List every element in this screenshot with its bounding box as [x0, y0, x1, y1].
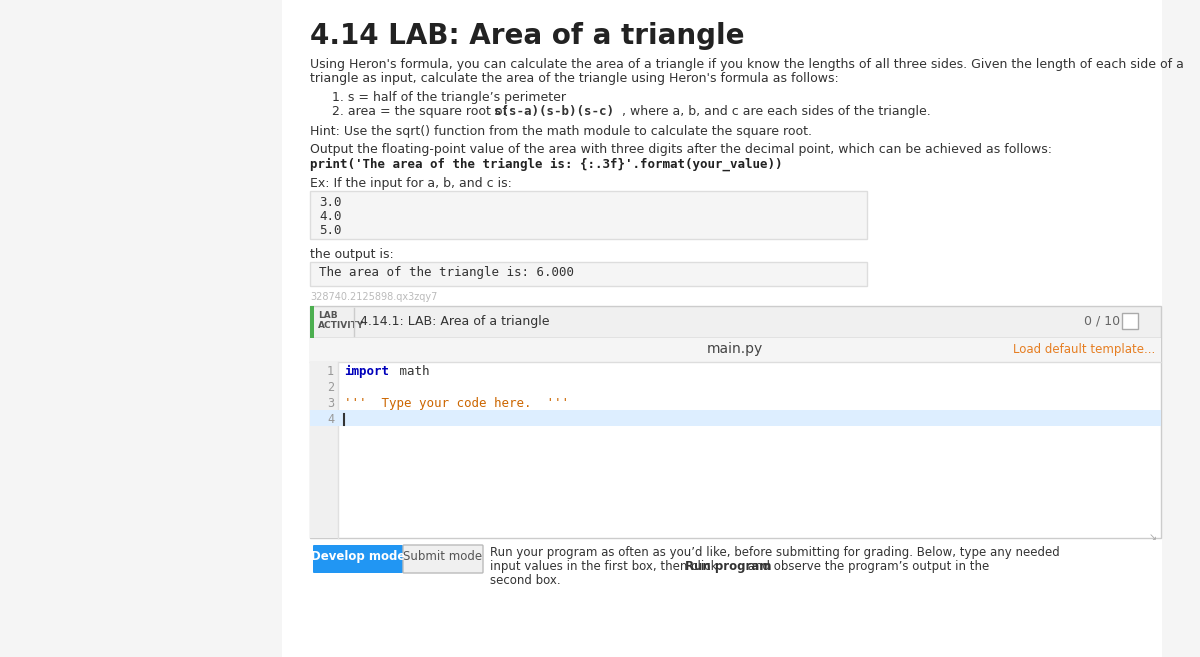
Text: Ex: If the input for a, b, and c is:: Ex: If the input for a, b, and c is: [310, 177, 512, 190]
Text: 3: 3 [326, 397, 334, 410]
Text: Using Heron's formula, you can calculate the area of a triangle if you know the : Using Heron's formula, you can calculate… [310, 58, 1184, 71]
Text: 2. area = the square root of: 2. area = the square root of [332, 105, 511, 118]
Text: Hint: Use the sqrt() function from the math module to calculate the square root.: Hint: Use the sqrt() function from the m… [310, 125, 812, 138]
Text: Run program: Run program [685, 560, 772, 573]
FancyBboxPatch shape [310, 362, 338, 538]
Text: second box.: second box. [490, 574, 560, 587]
FancyBboxPatch shape [310, 338, 1162, 362]
Text: 328740.2125898.qx3zqy7: 328740.2125898.qx3zqy7 [310, 292, 437, 302]
FancyBboxPatch shape [310, 306, 1162, 338]
Text: , where a, b, and c are each sides of the triangle.: , where a, b, and c are each sides of th… [622, 105, 931, 118]
Text: import: import [344, 365, 389, 378]
FancyBboxPatch shape [313, 545, 403, 573]
Text: math: math [392, 365, 430, 378]
Text: 2: 2 [326, 381, 334, 394]
Text: and observe the program’s output in the: and observe the program’s output in the [744, 560, 989, 573]
Text: ↘: ↘ [1148, 532, 1157, 542]
Text: main.py: main.py [707, 342, 763, 356]
Text: print('The area of the triangle is: {:.3f}'.format(your_value)): print('The area of the triangle is: {:.3… [310, 158, 782, 171]
Text: 4.14 LAB: Area of a triangle: 4.14 LAB: Area of a triangle [310, 22, 744, 50]
Text: ACTIVITY: ACTIVITY [318, 321, 365, 330]
Text: '''  Type your code here.  ''': ''' Type your code here. ''' [344, 397, 569, 410]
FancyBboxPatch shape [310, 262, 866, 286]
Text: 4: 4 [326, 413, 334, 426]
Text: LAB: LAB [318, 311, 337, 320]
Text: 5.0: 5.0 [319, 224, 342, 237]
Text: Output the floating-point value of the area with three digits after the decimal : Output the floating-point value of the a… [310, 143, 1052, 156]
Text: 1. s = half of the triangle’s perimeter: 1. s = half of the triangle’s perimeter [332, 91, 566, 104]
Text: 0 / 10: 0 / 10 [1084, 315, 1120, 328]
FancyBboxPatch shape [310, 338, 1162, 538]
FancyBboxPatch shape [310, 306, 314, 338]
FancyBboxPatch shape [310, 191, 866, 239]
Text: 4.0: 4.0 [319, 210, 342, 223]
Text: The area of the triangle is: 6.000: The area of the triangle is: 6.000 [319, 266, 574, 279]
Text: 3.0: 3.0 [319, 196, 342, 209]
Text: Load default template...: Load default template... [1013, 343, 1154, 356]
Text: Develop mode: Develop mode [311, 550, 406, 563]
FancyBboxPatch shape [403, 545, 482, 573]
Text: the output is:: the output is: [310, 248, 394, 261]
FancyBboxPatch shape [282, 0, 1162, 657]
Text: s(s-a)(s-b)(s-c): s(s-a)(s-b)(s-c) [494, 105, 614, 118]
Text: 4.14.1: LAB: Area of a triangle: 4.14.1: LAB: Area of a triangle [360, 315, 550, 328]
Text: input values in the first box, then click: input values in the first box, then clic… [490, 560, 721, 573]
Text: Run your program as often as you’d like, before submitting for grading. Below, t: Run your program as often as you’d like,… [490, 546, 1060, 559]
Text: triangle as input, calculate the area of the triangle using Heron's formula as f: triangle as input, calculate the area of… [310, 72, 839, 85]
FancyBboxPatch shape [310, 410, 1162, 426]
Text: Submit mode: Submit mode [403, 550, 482, 563]
Text: 1: 1 [326, 365, 334, 378]
FancyBboxPatch shape [1122, 313, 1138, 329]
